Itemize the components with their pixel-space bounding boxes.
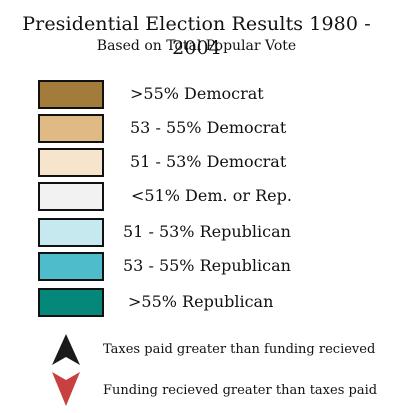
arrow-legend-taxes: Taxes paid greater than funding recieved bbox=[50, 332, 380, 372]
legend-item-rep-53-55: 53 - 55% Republican bbox=[38, 252, 368, 284]
color-swatch bbox=[38, 148, 104, 177]
up-arrow-icon bbox=[52, 334, 80, 365]
down-arrow-icon bbox=[52, 372, 80, 406]
legend-subtitle: Based on Total Popular Vote bbox=[96, 38, 297, 54]
color-swatch bbox=[38, 114, 104, 143]
arrow-label: Funding recieved greater than taxes paid bbox=[103, 383, 378, 398]
legend-label: 51 - 53% Republican bbox=[123, 222, 291, 241]
arrow-label: Taxes paid greater than funding recieved bbox=[103, 342, 376, 357]
legend-item-tossup: <51% Dem. or Rep. bbox=[38, 182, 368, 214]
legend-label: 53 - 55% Democrat bbox=[130, 118, 287, 137]
color-swatch bbox=[38, 218, 104, 247]
legend-item-rep-51-53: 51 - 53% Republican bbox=[38, 218, 368, 250]
legend-label: <51% Dem. or Rep. bbox=[131, 186, 292, 205]
legend-label: 51 - 53% Democrat bbox=[130, 152, 287, 171]
color-swatch bbox=[38, 252, 104, 281]
color-swatch bbox=[38, 182, 104, 211]
color-swatch bbox=[38, 288, 104, 317]
arrow-legend-funding: Funding recieved greater than taxes paid bbox=[50, 370, 380, 410]
legend-title: Presidential Election Results 1980 - 200… bbox=[22, 13, 371, 59]
legend-label: 53 - 55% Republican bbox=[123, 256, 291, 275]
legend-item-dem-55-plus: >55% Democrat bbox=[38, 80, 368, 112]
legend-item-rep-55-plus: >55% Republican bbox=[38, 288, 368, 320]
legend-item-dem-51-53: 51 - 53% Democrat bbox=[38, 148, 368, 180]
legend-label: >55% Democrat bbox=[130, 84, 264, 103]
color-swatch bbox=[38, 80, 104, 109]
legend-label: >55% Republican bbox=[128, 292, 274, 311]
legend-item-dem-53-55: 53 - 55% Democrat bbox=[38, 114, 368, 146]
